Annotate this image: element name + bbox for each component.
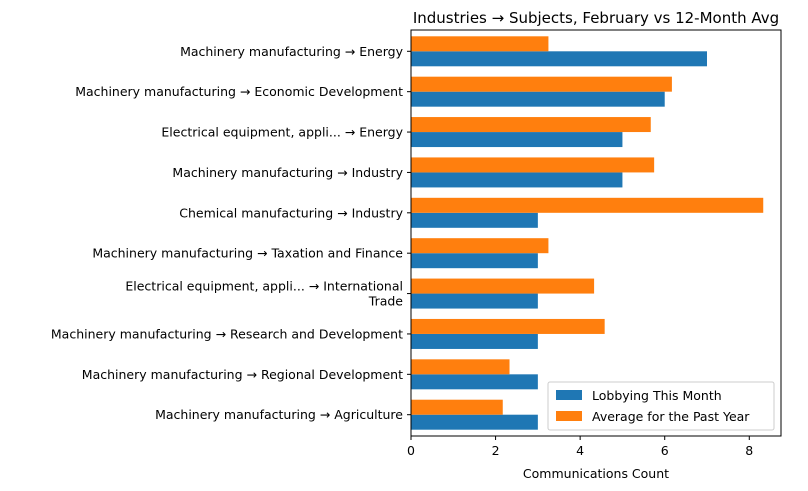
legend-swatch-series-1 — [556, 390, 582, 400]
x-tick-label: 2 — [492, 443, 500, 458]
category-label: Trade — [368, 294, 404, 309]
bar-series-1-cat-10 — [411, 414, 538, 430]
bar-series-2-cat-6 — [411, 238, 549, 254]
x-axis-label: Communications Count — [523, 466, 669, 481]
bar-series-2-cat-10 — [411, 399, 503, 415]
bar-series-2-cat-1 — [411, 36, 549, 52]
bar-series-2-cat-8 — [411, 318, 605, 334]
legend: Lobbying This Month Average for the Past… — [547, 381, 775, 431]
category-labels: Machinery manufacturing → Energy Machiner… — [51, 44, 411, 422]
legend-label-series-1: Lobbying This Month — [592, 388, 722, 403]
bar-series-2-cat-4 — [411, 157, 655, 173]
bar-series-1-cat-1 — [411, 51, 707, 67]
x-tick-label: 0 — [407, 443, 415, 458]
bar-series-2-cat-7 — [411, 278, 595, 294]
category-label: Chemical manufacturing → Industry — [179, 205, 403, 220]
x-axis-ticks: 0 2 4 6 8 — [407, 436, 753, 458]
category-label: Machinery manufacturing → Research and D… — [51, 326, 403, 341]
bar-series-1-cat-3 — [411, 132, 623, 148]
bar-series-1-cat-5 — [411, 212, 538, 228]
category-label: Machinery manufacturing → Economic Devel… — [75, 84, 403, 99]
bar-series-2-cat-9 — [411, 359, 510, 375]
category-label: Machinery manufacturing → Industry — [172, 165, 403, 180]
bar-series-1-cat-4 — [411, 172, 623, 188]
category-label: Machinery manufacturing → Energy — [180, 44, 404, 59]
bar-series-1-cat-6 — [411, 253, 538, 269]
plot-frame — [410, 29, 782, 437]
legend-label-series-2: Average for the Past Year — [592, 409, 750, 424]
category-label: Machinery manufacturing → Regional Devel… — [82, 367, 403, 382]
legend-frame — [547, 381, 775, 431]
x-tick-label: 4 — [576, 443, 584, 458]
category-label: Machinery manufacturing → Taxation and F… — [92, 246, 403, 261]
x-tick-label: 8 — [745, 443, 753, 458]
bar-series-2-cat-2 — [411, 76, 672, 92]
category-label: Electrical equipment, appli... → Interna… — [125, 279, 403, 294]
category-label: Electrical equipment, appli... → Energy — [161, 125, 403, 140]
bar-series-1-cat-7 — [411, 293, 538, 309]
bar-series-2-cat-3 — [411, 117, 651, 133]
bar-series-1-cat-2 — [411, 91, 665, 107]
legend-swatch-series-2 — [556, 411, 582, 421]
chart-title: Industries → Subjects, February vs 12-Mo… — [413, 9, 779, 27]
category-label: Machinery manufacturing → Agriculture — [155, 407, 403, 422]
bar-series-2-cat-5 — [411, 197, 764, 213]
bar-series-1-cat-9 — [411, 374, 538, 390]
x-tick-label: 6 — [661, 443, 669, 458]
bar-series-1-cat-8 — [411, 333, 538, 349]
bars-group — [411, 36, 764, 430]
